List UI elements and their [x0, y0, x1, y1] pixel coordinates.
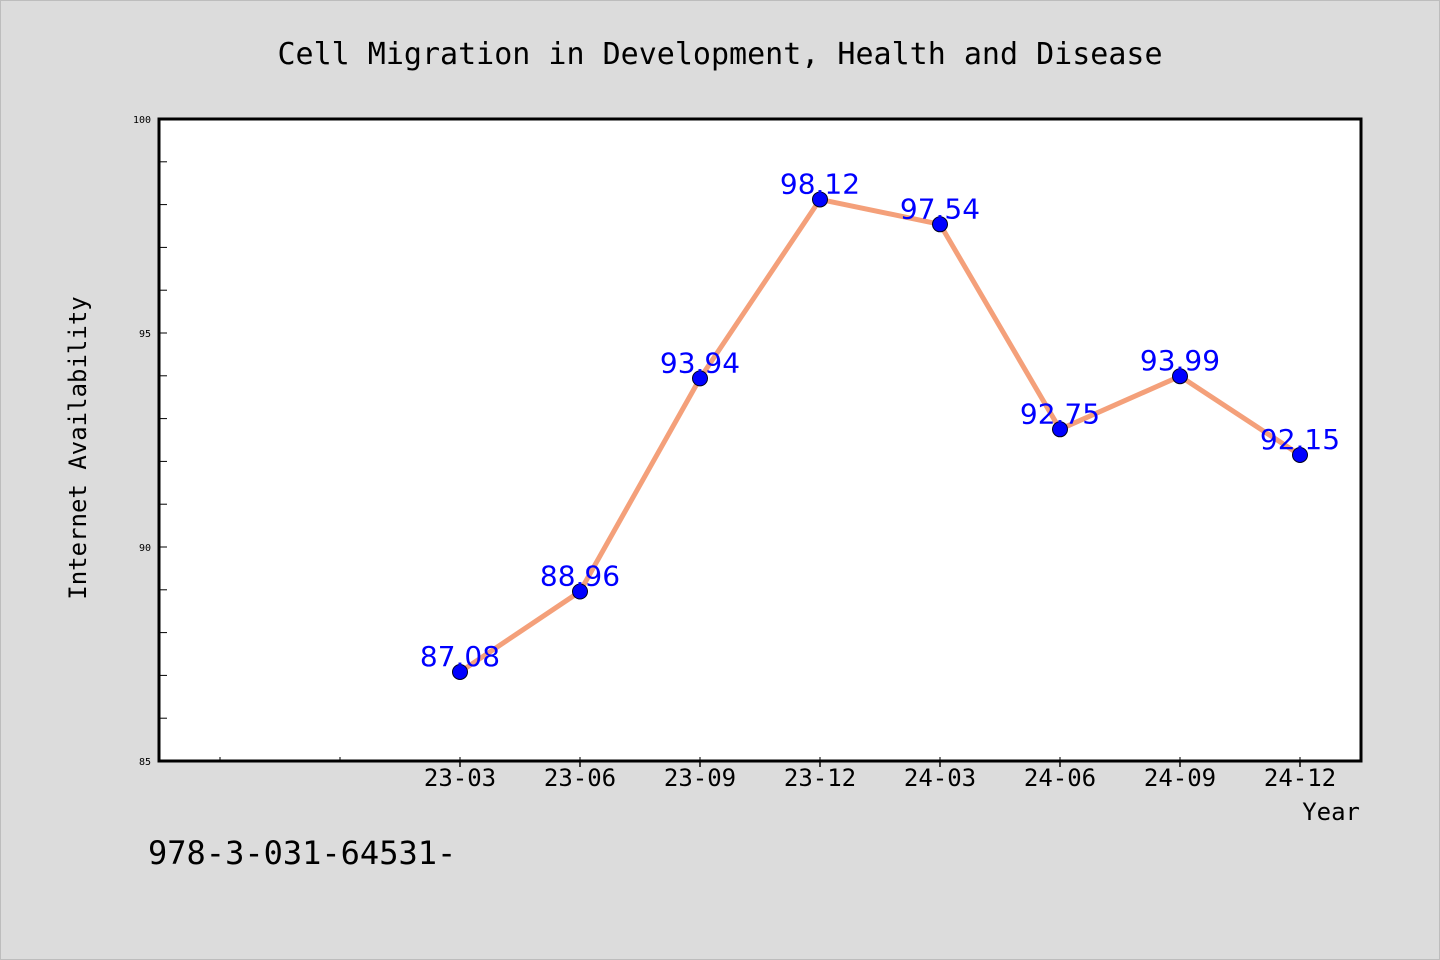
x-axis-ticks: 23-03 23-06 23-09 23-12 24-03 24-06 24-09 24-12 [219, 757, 1336, 792]
y-tick-label: 100 [133, 115, 151, 126]
data-label: 87.08 [420, 640, 500, 673]
data-label: 97.54 [900, 192, 980, 225]
data-point [1052, 421, 1068, 438]
data-point [452, 663, 468, 680]
series-line [457, 196, 1303, 675]
x-tick-label: 24-03 [904, 764, 976, 792]
data-labels: 87.08 88.96 93.94 98.12 97.54 92.75 93.99 92.15 [420, 167, 1340, 673]
y-tick-label: 90 [139, 543, 151, 554]
data-point [812, 191, 828, 208]
data-label: 92.75 [1020, 397, 1100, 430]
x-axis-label: Year [1302, 798, 1360, 826]
y-axis-ticks: 85 90 95 100 [133, 115, 167, 768]
series-polyline [457, 196, 1303, 675]
data-label: 92.15 [1260, 423, 1340, 456]
data-label: 93.99 [1140, 344, 1220, 377]
data-label: 98.12 [780, 167, 860, 200]
isbn-text: 978-3-031-64531- [148, 834, 457, 872]
data-point [932, 216, 948, 233]
x-tick-label: 23-12 [784, 764, 856, 792]
chart-title: Cell Migration in Development, Health an… [277, 37, 1162, 72]
x-tick-label: 23-06 [544, 764, 616, 792]
x-tick-label: 24-12 [1264, 764, 1336, 792]
data-label: 93.94 [660, 346, 740, 379]
y-tick-label: 85 [139, 757, 151, 768]
y-axis-label: Internet Availability [64, 296, 92, 599]
data-label: 88.96 [540, 560, 620, 593]
data-point [572, 583, 588, 600]
x-tick-label: 24-09 [1144, 764, 1216, 792]
x-tick-label: 23-09 [664, 764, 736, 792]
data-points [452, 191, 1308, 680]
data-point [692, 370, 708, 387]
data-point [1172, 368, 1188, 385]
x-tick-label: 23-03 [424, 764, 496, 792]
data-point [1292, 446, 1308, 463]
x-tick-label: 24-06 [1024, 764, 1096, 792]
y-tick-label: 95 [139, 329, 151, 340]
plot-area [157, 117, 1363, 763]
